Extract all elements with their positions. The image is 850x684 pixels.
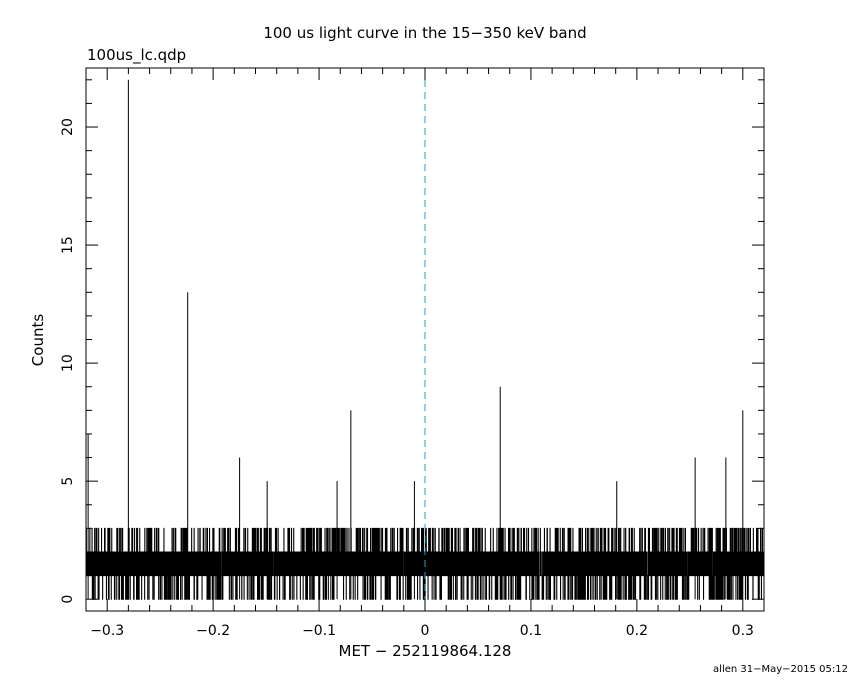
counts-histogram	[85, 527, 765, 600]
axis-ticks: −0.3 −0.2 −0.1 0 0.1 0.2 0.3 0 5 10 15 20	[60, 68, 765, 639]
x-tick-label: −0.2	[196, 623, 230, 639]
y-tick-label: 10	[60, 354, 76, 372]
y-tick-label: 20	[60, 118, 76, 136]
x-tick-label: −0.1	[302, 623, 336, 639]
x-axis-label: MET − 252119864.128	[339, 642, 512, 660]
x-tick-label: 0.1	[520, 623, 542, 639]
y-tick-label: 0	[60, 595, 76, 604]
plot-area	[85, 68, 765, 611]
file-label: 100us_lc.qdp	[87, 46, 186, 65]
x-tick-label: −0.3	[90, 623, 124, 639]
x-tick-label: 0.2	[626, 623, 648, 639]
x-tick-label: 0.3	[732, 623, 754, 639]
footer-stamp: allen 31−May−2015 05:12	[713, 664, 848, 675]
y-tick-label: 5	[60, 477, 76, 486]
y-tick-label: 15	[60, 236, 76, 254]
chart-title: 100 us light curve in the 15−350 keV ban…	[263, 24, 586, 42]
x-tick-label: 0	[421, 623, 430, 639]
y-axis-label: Counts	[29, 314, 47, 367]
